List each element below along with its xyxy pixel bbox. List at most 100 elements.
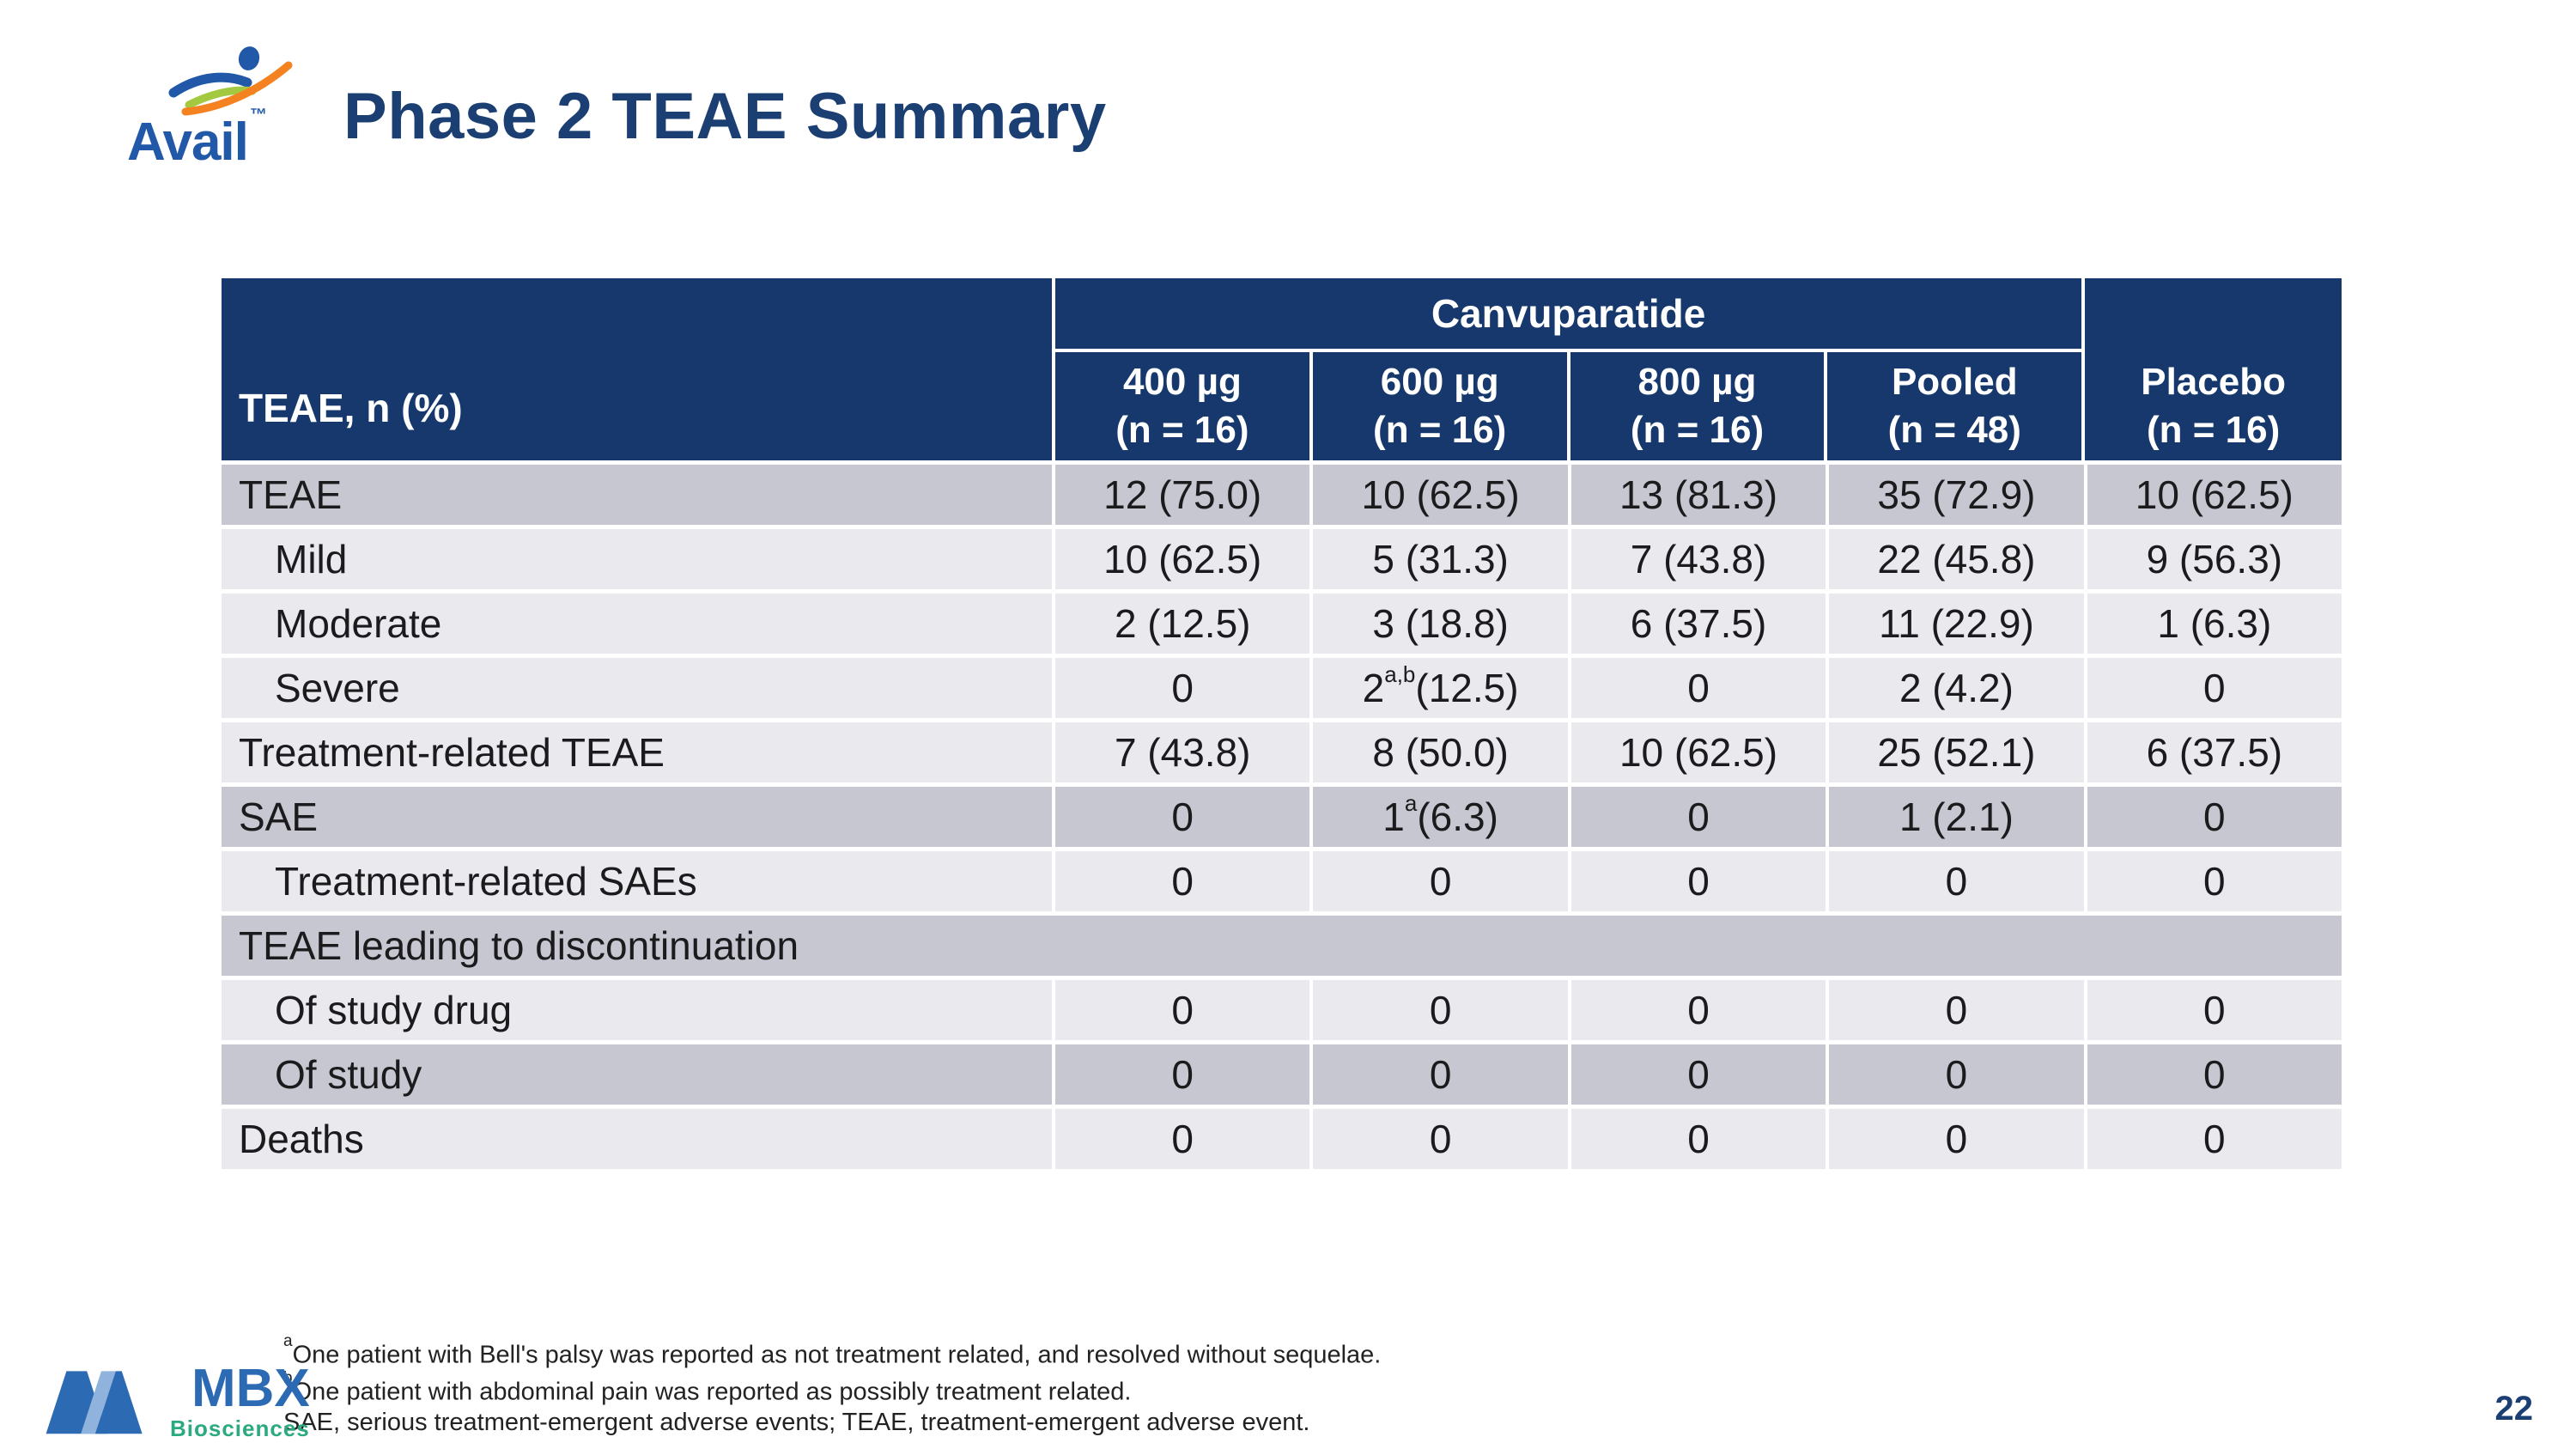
placebo-label: Placebo [2141, 361, 2286, 403]
row-label: Treatment-related TEAE [239, 730, 665, 775]
table-row: Deaths 0 0 0 0 0 [222, 1109, 2342, 1169]
mbx-sub-text: Biosciences [170, 1416, 310, 1441]
row-label: Mild [275, 537, 348, 581]
value-cell: 0 [1567, 787, 1826, 847]
value-cell: 0 [1052, 787, 1309, 847]
row-label: Moderate [275, 601, 442, 646]
row-label: TEAE [239, 472, 343, 517]
table-row: Severe 0 2 a,b (12.5) 0 2 (4.2) 0 [222, 658, 2342, 718]
canvuparatide-group: Canvuparatide 400 µg (n = 16) 600 µg (n = 1… [1055, 278, 2082, 460]
value-cell: 0 [2083, 1109, 2342, 1169]
value-cell: 35 (72.9) [1826, 465, 2083, 525]
value-cell: 8 (50.0) [1309, 722, 1567, 782]
column-header-text: (n = 48) [1887, 409, 2021, 451]
footnote-line: SAE, serious treatment-emergent adverse … [283, 1409, 1310, 1437]
row-label: TEAE leading to discontinuation [239, 923, 799, 968]
column-headers: 400 µg (n = 16) 600 µg (n = 16) 800 µg (n = 1… [1055, 352, 2081, 460]
value-cell: 3 (18.8) [1309, 594, 1567, 654]
value-cell: 0 [1567, 1109, 1826, 1169]
row-label: Severe [275, 666, 400, 710]
value-cell: 7 (43.8) [1052, 722, 1309, 782]
value-cell: 0 [2083, 980, 2342, 1040]
placebo-header-cell: Placebo (n = 16) [2081, 278, 2342, 460]
value-cell: 2 a,b (12.5) [1309, 658, 1567, 718]
avail-logo: Avail ™ [120, 33, 343, 172]
row-label: Deaths [239, 1117, 364, 1161]
value-cell: 0 [1826, 851, 2083, 911]
value-cell: 0 [1567, 980, 1826, 1040]
group-header-cell: Canvuparatide [1055, 278, 2082, 352]
value-cell: 0 [1567, 658, 1826, 718]
table-row: Mild 10 (62.5) 5 (31.3) 7 (43.8) 22 (45.8) 9 … [222, 529, 2342, 589]
value-cell: 0 [1826, 980, 2083, 1040]
column-header-cell: 800 µg (n = 16) [1566, 352, 1825, 460]
value-cell: 0 [1309, 980, 1567, 1040]
table-header-right: Canvuparatide 400 µg (n = 16) 600 µg (n = 1… [1052, 278, 2342, 460]
value-cell: 5 (31.3) [1309, 529, 1567, 589]
value-cell: 10 (62.5) [2083, 465, 2342, 525]
row-header-cell: TEAE, n (%) [239, 386, 463, 430]
avail-trademark: ™ [249, 106, 267, 125]
value-cell: 0 [1309, 1044, 1567, 1105]
value-cell: 0 [1052, 1044, 1309, 1105]
column-header-cell: Pooled (n = 48) [1824, 352, 2081, 460]
mbx-mark-icon [46, 1371, 143, 1434]
value-cell: 2 (12.5) [1052, 594, 1309, 654]
column-header-cell: 600 µg (n = 16) [1309, 352, 1567, 460]
value-cell: 0 [1052, 658, 1309, 718]
value-cell: 1 (2.1) [1826, 787, 2083, 847]
table-row: TEAE leading to discontinuation [222, 916, 2342, 976]
value-cell: 0 [2083, 1044, 2342, 1105]
footnote-marker: a [283, 1332, 293, 1350]
table-row: Treatment-related SAEs 0 0 0 0 0 [222, 851, 2342, 911]
footnote-line: aOne patient with Bell's palsy was repor… [283, 1332, 1382, 1369]
value-cell: 0 [1309, 851, 1567, 911]
column-header-text: 800 µg [1637, 361, 1757, 403]
value-cell: 10 (62.5) [1052, 529, 1309, 589]
value-cell: 10 (62.5) [1567, 722, 1826, 782]
avail-wordmark: Avail ™ [127, 106, 267, 173]
value-cell: 0 [1826, 1109, 2083, 1169]
value-cell: 12 (75.0) [1052, 465, 1309, 525]
value-cell: 0 [1052, 1109, 1309, 1169]
table-header: TEAE, n (%) Canvuparatide 400 µg (n = 16)… [222, 278, 2342, 460]
table-row: SAE 0 1 a (6.3) 0 1 (2.1) 0 [222, 787, 2342, 847]
value-cell: 0 [2083, 851, 2342, 911]
column-header-text: (n = 16) [1115, 409, 1249, 451]
footnote-line: bOne patient with abdominal pain was rep… [283, 1368, 1132, 1406]
value-cell: 0 [2083, 658, 2342, 718]
page-number: 22 [2494, 1390, 2534, 1428]
value-cell: 9 (56.3) [2083, 529, 2342, 589]
column-header-text: Pooled [1891, 361, 2018, 403]
avail-swoosh-icon [168, 46, 293, 116]
table-row: TEAE 12 (75.0) 10 (62.5) 13 (81.3) 35 (72.9)… [222, 465, 2342, 525]
value-cell: 0 [1567, 851, 1826, 911]
column-header-text: (n = 16) [1373, 409, 1507, 451]
value-cell: 7 (43.8) [1567, 529, 1826, 589]
teae-summary-table: TEAE, n (%) Canvuparatide 400 µg (n = 16)… [222, 278, 2342, 1169]
row-label: SAE [239, 795, 319, 839]
row-label: Treatment-related SAEs [275, 859, 697, 904]
page-title: Phase 2 TEAE Summary [343, 80, 1107, 153]
mbx-logo: MBX Biosciences [41, 1362, 310, 1442]
row-label: Of study [275, 1052, 422, 1097]
table-row: Moderate 2 (12.5) 3 (18.8) 6 (37.5) 11 (22.9… [222, 594, 2342, 654]
value-cell: 10 (62.5) [1309, 465, 1567, 525]
value-cell: 0 [1826, 1044, 2083, 1105]
value-cell: 6 (37.5) [2083, 722, 2342, 782]
value-cell: 2 (4.2) [1826, 658, 2083, 718]
row-label: Of study drug [275, 988, 513, 1032]
table-body: TEAE 12 (75.0) 10 (62.5) 13 (81.3) 35 (72.9)… [222, 465, 2342, 1169]
table-row: Of study 0 0 0 0 0 [222, 1044, 2342, 1105]
value-cell: 0 [1309, 1109, 1567, 1169]
avail-brand-text: Avail [127, 113, 249, 172]
table-row: Treatment-related TEAE 7 (43.8) 8 (50.0) 10… [222, 722, 2342, 782]
column-header-cell: 400 µg (n = 16) [1055, 352, 1309, 460]
table-row: Of study drug 0 0 0 0 0 [222, 980, 2342, 1040]
value-cell: 0 [1052, 851, 1309, 911]
footnote-marker: b [283, 1368, 293, 1387]
footnotes: aOne patient with Bell's palsy was repor… [283, 1332, 1382, 1438]
column-header-text: 400 µg [1122, 361, 1242, 403]
